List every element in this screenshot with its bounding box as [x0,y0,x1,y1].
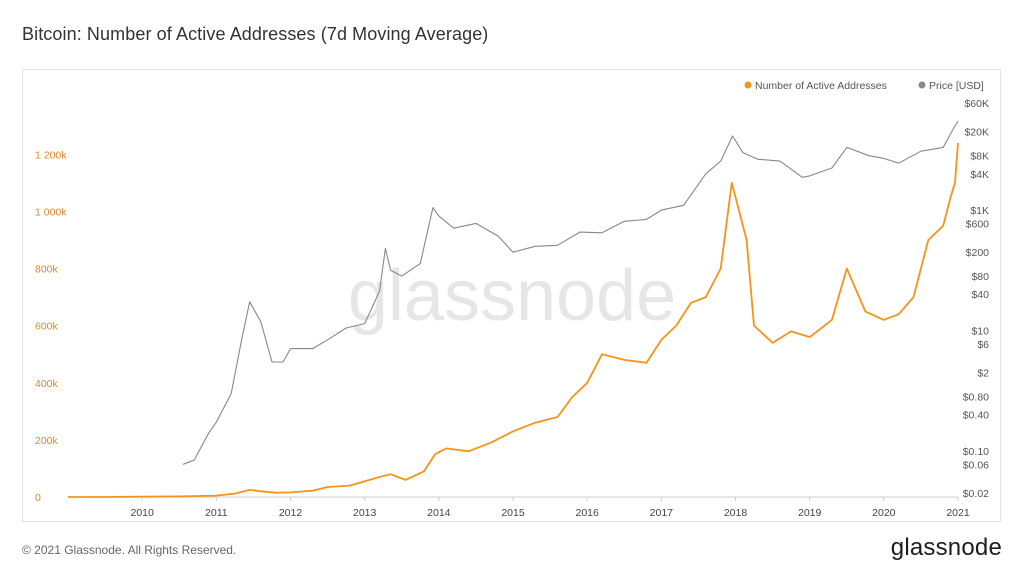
y-right-tick-label: $60K [964,98,989,110]
x-tick-label: 2012 [279,507,303,519]
y-left-tick-label: 200k [35,435,59,447]
y-right-tick-label: $0.02 [963,488,989,500]
y-right-tick-label: $2 [977,368,989,380]
legend-marker-addresses [744,81,752,89]
y-left-tick-label: 1 200k [35,149,67,161]
chart-title: Bitcoin: Number of Active Addresses (7d … [22,24,489,44]
y-right-tick-label: $8K [970,151,989,163]
legend-label-price[interactable]: Price [USD] [929,80,984,92]
y-right-tick-label: $6 [977,339,989,351]
x-tick-label: 2013 [353,507,377,519]
watermark: glassnode [348,256,676,336]
x-tick-label: 2011 [205,507,228,519]
y-left-tick-label: 1 000k [35,206,67,218]
y-left-tick-label: 0 [35,492,41,504]
y-right-tick-label: $0.06 [963,459,989,471]
y-right-tick-label: $600 [966,218,990,230]
x-tick-label: 2019 [798,507,822,519]
x-tick-label: 2017 [650,507,674,519]
x-tick-label: 2015 [501,507,525,519]
y-left-tick-label: 800k [35,264,59,276]
x-tick-label: 2014 [427,507,451,519]
series-line-price[interactable] [182,120,959,465]
y-right-tick-label: $40 [971,289,989,301]
y-right-tick-label: $0.80 [963,392,989,404]
glassnode-logo[interactable]: glassnode [890,534,1002,561]
legend-label-addresses[interactable]: Number of Active Addresses [755,80,887,92]
x-tick-label: 2018 [724,507,748,519]
y-right-tick-label: $1K [970,205,989,217]
copyright-footer: © 2021 Glassnode. All Rights Reserved. [22,543,237,557]
chart-panel: glassnode 0 200k 400k 600k 800k 1 000k 1 200k … [22,69,1001,522]
legend-marker-price [918,81,926,89]
y-right-tick-label: $200 [966,247,990,259]
y-right-tick-label: $4K [970,169,989,181]
y-left-tick-label: 400k [35,378,59,390]
y-right-tick-label: $10 [971,325,989,337]
y-right-tick-label: $0.40 [963,410,989,422]
x-tick-label: 2020 [872,507,896,519]
series-line-active-addresses[interactable] [68,142,959,498]
y-right-tick-label: $20K [964,127,989,139]
x-tick-label: 2010 [130,507,154,519]
y-right-tick-label: $0.10 [963,446,989,458]
y-right-tick-label: $80 [971,271,989,283]
y-left-tick-label: 600k [35,321,59,333]
x-tick-label: 2016 [575,507,599,519]
x-tick-label: 2021 [946,507,970,519]
